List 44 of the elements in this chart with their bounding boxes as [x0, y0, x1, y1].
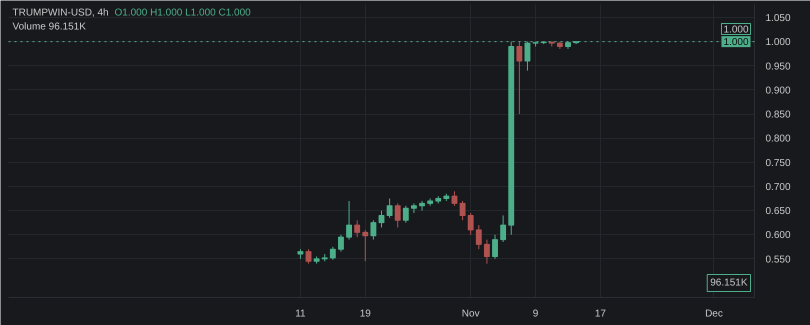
x-tick-label: Dec — [705, 308, 723, 320]
y-tick-label: 1.050 — [766, 13, 791, 24]
chart-title: TRUMPWIN-USD, 4h — [12, 8, 109, 18]
candlestick — [468, 212, 474, 236]
candlestick — [338, 234, 344, 252]
candlestick — [354, 220, 360, 238]
candlestick — [516, 41, 522, 115]
candlestick — [419, 200, 425, 212]
y-tick-label: 1.000 — [766, 37, 791, 48]
y-tick-label: 0.950 — [766, 61, 791, 72]
candlestick — [386, 198, 393, 218]
annotation: 1.000 — [723, 24, 749, 36]
y-tick-label: 0.900 — [766, 85, 791, 96]
candlestick — [306, 248, 312, 264]
x-tick-label: Nov — [462, 308, 480, 320]
candlestick — [484, 239, 490, 264]
candlestick — [460, 200, 466, 221]
y-tick-label: 0.600 — [766, 230, 791, 242]
x-tick-label: 17 — [594, 308, 606, 320]
y-tick-label: 0.550 — [766, 254, 791, 266]
y-tick-label: 0.850 — [766, 110, 791, 121]
y-tick-label: 0.800 — [766, 134, 791, 145]
y-tick-label: 0.750 — [766, 158, 791, 169]
ref-line-label: 1.000 — [723, 37, 749, 48]
x-tick-label: 19 — [360, 308, 372, 320]
candlestick — [346, 200, 352, 240]
annotation: Volume 96.151K — [12, 22, 86, 32]
candlestick — [402, 205, 409, 224]
candlestick — [411, 202, 417, 214]
x-tick-label: 11 — [295, 308, 306, 320]
candlestick — [297, 248, 304, 260]
annotation: O1.000 H1.000 L1.000 C1.000 — [114, 8, 252, 18]
candlestick — [394, 202, 401, 228]
annotation: 96.151K — [710, 278, 748, 288]
candlestick — [378, 210, 384, 228]
x-tick-label: 9 — [532, 308, 539, 320]
candlestick — [370, 220, 376, 240]
candlestick — [452, 190, 458, 206]
y-tick-label: 0.700 — [766, 182, 791, 193]
candlestick — [476, 224, 482, 250]
candlestick — [492, 234, 498, 260]
y-tick-label: 0.650 — [766, 206, 791, 218]
candlestick — [330, 246, 336, 260]
candlestick — [500, 214, 506, 242]
